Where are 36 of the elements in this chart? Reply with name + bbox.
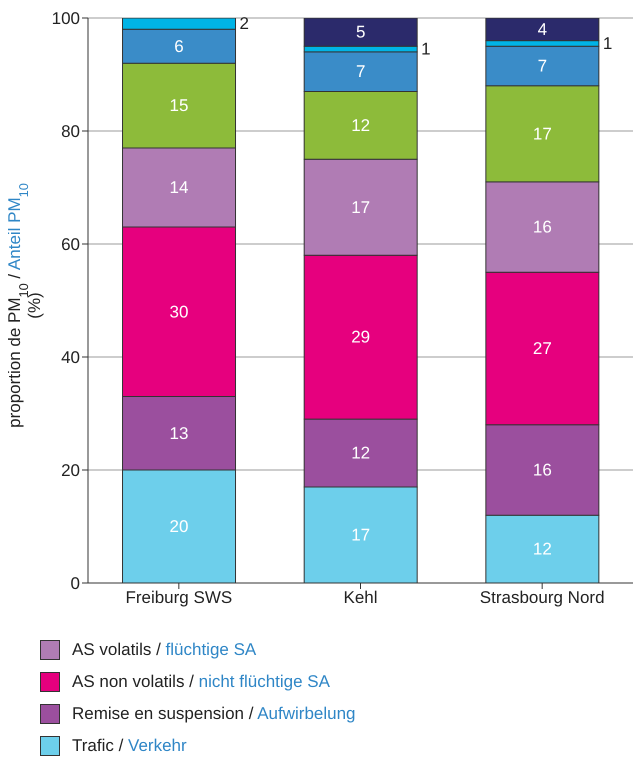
data-label: 6 (174, 36, 184, 56)
legend-label: Remise en suspension / Aufwirbelung (72, 704, 356, 723)
data-label: 7 (538, 56, 548, 76)
data-label: 7 (356, 62, 366, 82)
x-tick-label: Strasbourg Nord (480, 588, 605, 608)
data-label: 27 (532, 339, 552, 358)
data-label: 15 (170, 96, 188, 116)
data-label: 17 (351, 198, 370, 217)
data-label: 12 (351, 116, 370, 135)
data-label: 1 (421, 40, 431, 59)
legend-label: AS volatils / flüchtige SA (72, 640, 256, 659)
data-label: 14 (170, 178, 188, 197)
y-tick-label: 40 (61, 348, 80, 368)
data-label: 20 (170, 517, 188, 536)
y-tick-label: 0 (70, 574, 80, 594)
data-label: 13 (170, 424, 188, 443)
data-label: 17 (351, 525, 370, 544)
data-label: 4 (538, 20, 548, 39)
data-label: 30 (170, 302, 188, 322)
y-tick-label: 20 (61, 461, 80, 480)
y-tick-label: 100 (52, 9, 80, 28)
data-label: 12 (351, 444, 370, 463)
data-label: 16 (532, 218, 552, 237)
data-label: 29 (351, 328, 370, 347)
x-tick-label: Kehl (343, 588, 378, 608)
legend-label: Trafic / Verkehr (72, 736, 187, 755)
y-tick-label: 80 (61, 122, 80, 142)
data-label: 2 (240, 14, 249, 34)
x-tick-label: Freiburg SWS (125, 588, 232, 608)
data-label: 17 (532, 124, 552, 144)
data-label: 5 (356, 22, 366, 42)
y-tick-label: 60 (61, 235, 80, 254)
data-label: 16 (532, 460, 552, 480)
data-label: 1 (602, 34, 612, 53)
data-label: 12 (532, 540, 552, 559)
legend-label: AS non volatils / nicht flüchtige SA (72, 672, 330, 691)
